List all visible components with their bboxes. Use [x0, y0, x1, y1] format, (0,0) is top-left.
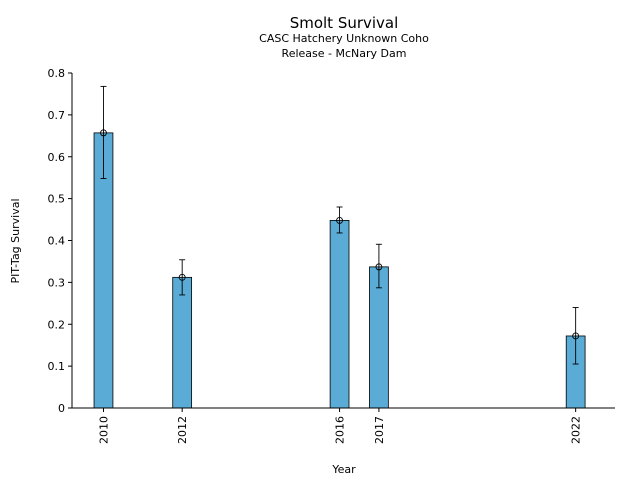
chart-title: Smolt Survival: [290, 14, 399, 32]
y-axis-label: PIT-Tag Survival: [9, 198, 22, 283]
x-tick-label: 2016: [334, 416, 347, 444]
point-marker-2010: [100, 129, 107, 137]
point-marker-2012: [178, 273, 186, 281]
point-marker-2017: [375, 263, 383, 271]
y-tick-label: 0.3: [48, 276, 66, 289]
y-tick-label: 0.7: [48, 109, 66, 122]
chart-subtitle-line-2: Release - McNary Dam: [282, 47, 407, 60]
y-tick-label: 0.2: [48, 318, 66, 331]
y-tick-label: 0.8: [48, 67, 66, 80]
x-tick-label: 2012: [176, 416, 189, 444]
x-tick-label: 2010: [97, 416, 110, 444]
point-marker-2022: [572, 332, 580, 340]
y-tick-label: 0: [58, 402, 65, 415]
y-tick-label: 0.6: [48, 151, 66, 164]
y-tick-label: 0.5: [48, 193, 66, 206]
bar-2016: [329, 219, 350, 409]
plot-area: 0 0.1 0.2 0.3 0.4 0.5 0.6 0.7 0.8 2010 2012 2016 201…: [48, 67, 586, 444]
y-tick-label: 0.4: [48, 235, 66, 248]
x-tick-label: 2017: [373, 416, 386, 444]
chart-subtitle-line-1: CASC Hatchery Unknown Coho: [259, 32, 429, 45]
x-axis-label: Year: [331, 463, 356, 476]
bar-2012: [172, 276, 193, 409]
y-tick-label: 0.1: [48, 360, 66, 373]
point-marker-2016: [336, 216, 344, 224]
x-tick-label: 2022: [570, 416, 583, 444]
